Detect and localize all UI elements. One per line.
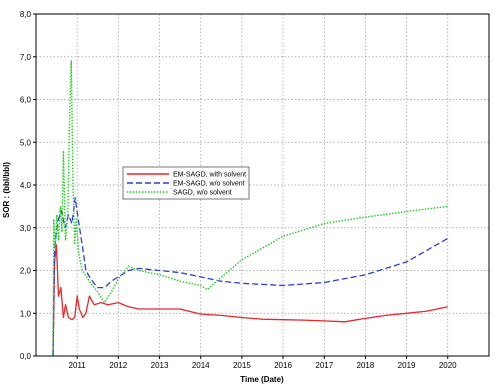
legend-label-2: SAGD, w/o solvent: [173, 190, 232, 197]
legend-label-1: EM-SAGD, w/o solvent: [173, 181, 245, 188]
y-tick-label: 2,0: [20, 267, 32, 276]
y-tick-label: 5,0: [20, 138, 32, 147]
y-tick-label: 8,0: [20, 10, 32, 19]
series-line-1: [52, 197, 449, 357]
plot-border: [35, 13, 490, 357]
grid: [36, 13, 489, 357]
series-layer: [52, 60, 449, 357]
series-line-0: [52, 244, 448, 357]
axes: [33, 13, 490, 359]
x-axis-title: Time (Date): [240, 375, 284, 384]
y-tick-label: 6,0: [20, 96, 32, 105]
tick-labels: 0,0 1,0 2,0 3,0 4,0 5,0 6,0 7,0 8,0 2011 2012 2013 2…: [20, 10, 457, 370]
x-tick-label: 2020: [439, 361, 457, 370]
x-tick-label: 2014: [192, 361, 210, 370]
y-axis-title: SOR : (bbl/bbl): [2, 162, 11, 218]
y-tick-label: 7,0: [20, 53, 32, 62]
x-tick-label: 2012: [109, 361, 127, 370]
legend-box: [122, 166, 250, 200]
x-tick-label: 2016: [274, 361, 292, 370]
series-line-2: [52, 60, 448, 357]
y-tick-label: 3,0: [20, 224, 32, 233]
legend-label-0: EM-SAGD, with solvent: [173, 172, 246, 179]
y-tick-label: 1,0: [20, 309, 32, 318]
x-tick-label: 2015: [233, 361, 251, 370]
y-tick-label: 0,0: [20, 352, 32, 361]
x-tick-label: 2013: [151, 361, 169, 370]
x-tick-label: 2019: [398, 361, 416, 370]
y-tick-label: 4,0: [20, 181, 32, 190]
legend: EM-SAGD, with solvent EM-SAGD, w/o solven…: [122, 166, 250, 200]
x-tick-label: 2017: [315, 361, 333, 370]
plot-area: [36, 14, 489, 356]
x-tick-label: 2011: [69, 361, 87, 370]
x-tick-label: 2018: [357, 361, 375, 370]
